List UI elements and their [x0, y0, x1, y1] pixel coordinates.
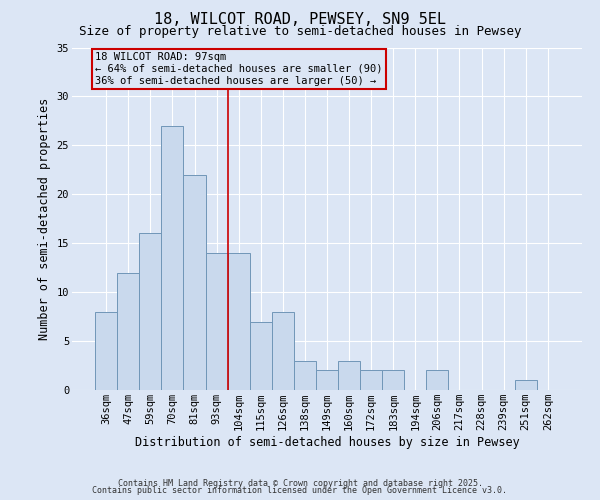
Bar [161, 126, 184, 390]
Text: 18 WILCOT ROAD: 97sqm
← 64% of semi-detached houses are smaller (90)
36% of semi: 18 WILCOT ROAD: 97sqm ← 64% of semi-deta… [95, 52, 383, 86]
Bar [382, 370, 404, 390]
Bar [360, 370, 382, 390]
Bar [338, 360, 360, 390]
Bar [117, 272, 139, 390]
Bar [316, 370, 338, 390]
Text: Size of property relative to semi-detached houses in Pewsey: Size of property relative to semi-detach… [79, 25, 521, 38]
Bar [139, 234, 161, 390]
Bar [184, 174, 206, 390]
Bar [250, 322, 272, 390]
Bar [227, 253, 250, 390]
Bar [206, 253, 227, 390]
Bar [272, 312, 294, 390]
Bar [427, 370, 448, 390]
Text: Contains public sector information licensed under the Open Government Licence v3: Contains public sector information licen… [92, 486, 508, 495]
X-axis label: Distribution of semi-detached houses by size in Pewsey: Distribution of semi-detached houses by … [134, 436, 520, 449]
Bar [294, 360, 316, 390]
Text: 18, WILCOT ROAD, PEWSEY, SN9 5EL: 18, WILCOT ROAD, PEWSEY, SN9 5EL [154, 12, 446, 28]
Y-axis label: Number of semi-detached properties: Number of semi-detached properties [38, 98, 51, 340]
Bar [515, 380, 537, 390]
Bar [95, 312, 117, 390]
Text: Contains HM Land Registry data © Crown copyright and database right 2025.: Contains HM Land Registry data © Crown c… [118, 478, 482, 488]
